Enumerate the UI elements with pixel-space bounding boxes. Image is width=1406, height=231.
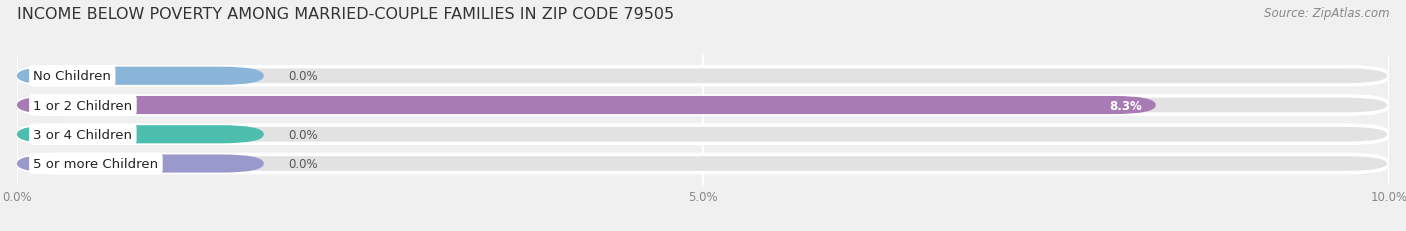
Text: 3 or 4 Children: 3 or 4 Children [34, 128, 132, 141]
Text: Source: ZipAtlas.com: Source: ZipAtlas.com [1264, 7, 1389, 20]
Text: 1 or 2 Children: 1 or 2 Children [34, 99, 132, 112]
FancyBboxPatch shape [17, 155, 264, 173]
FancyBboxPatch shape [17, 155, 1389, 173]
FancyBboxPatch shape [17, 97, 1156, 115]
Text: 5 or more Children: 5 or more Children [34, 157, 159, 170]
Text: 8.3%: 8.3% [1109, 99, 1142, 112]
Text: 0.0%: 0.0% [288, 70, 318, 83]
FancyBboxPatch shape [17, 67, 264, 85]
FancyBboxPatch shape [17, 126, 1389, 144]
Text: 0.0%: 0.0% [288, 128, 318, 141]
Text: INCOME BELOW POVERTY AMONG MARRIED-COUPLE FAMILIES IN ZIP CODE 79505: INCOME BELOW POVERTY AMONG MARRIED-COUPL… [17, 7, 673, 22]
FancyBboxPatch shape [17, 67, 1389, 85]
Text: 0.0%: 0.0% [288, 157, 318, 170]
FancyBboxPatch shape [17, 97, 1389, 115]
FancyBboxPatch shape [17, 126, 264, 144]
Text: No Children: No Children [34, 70, 111, 83]
